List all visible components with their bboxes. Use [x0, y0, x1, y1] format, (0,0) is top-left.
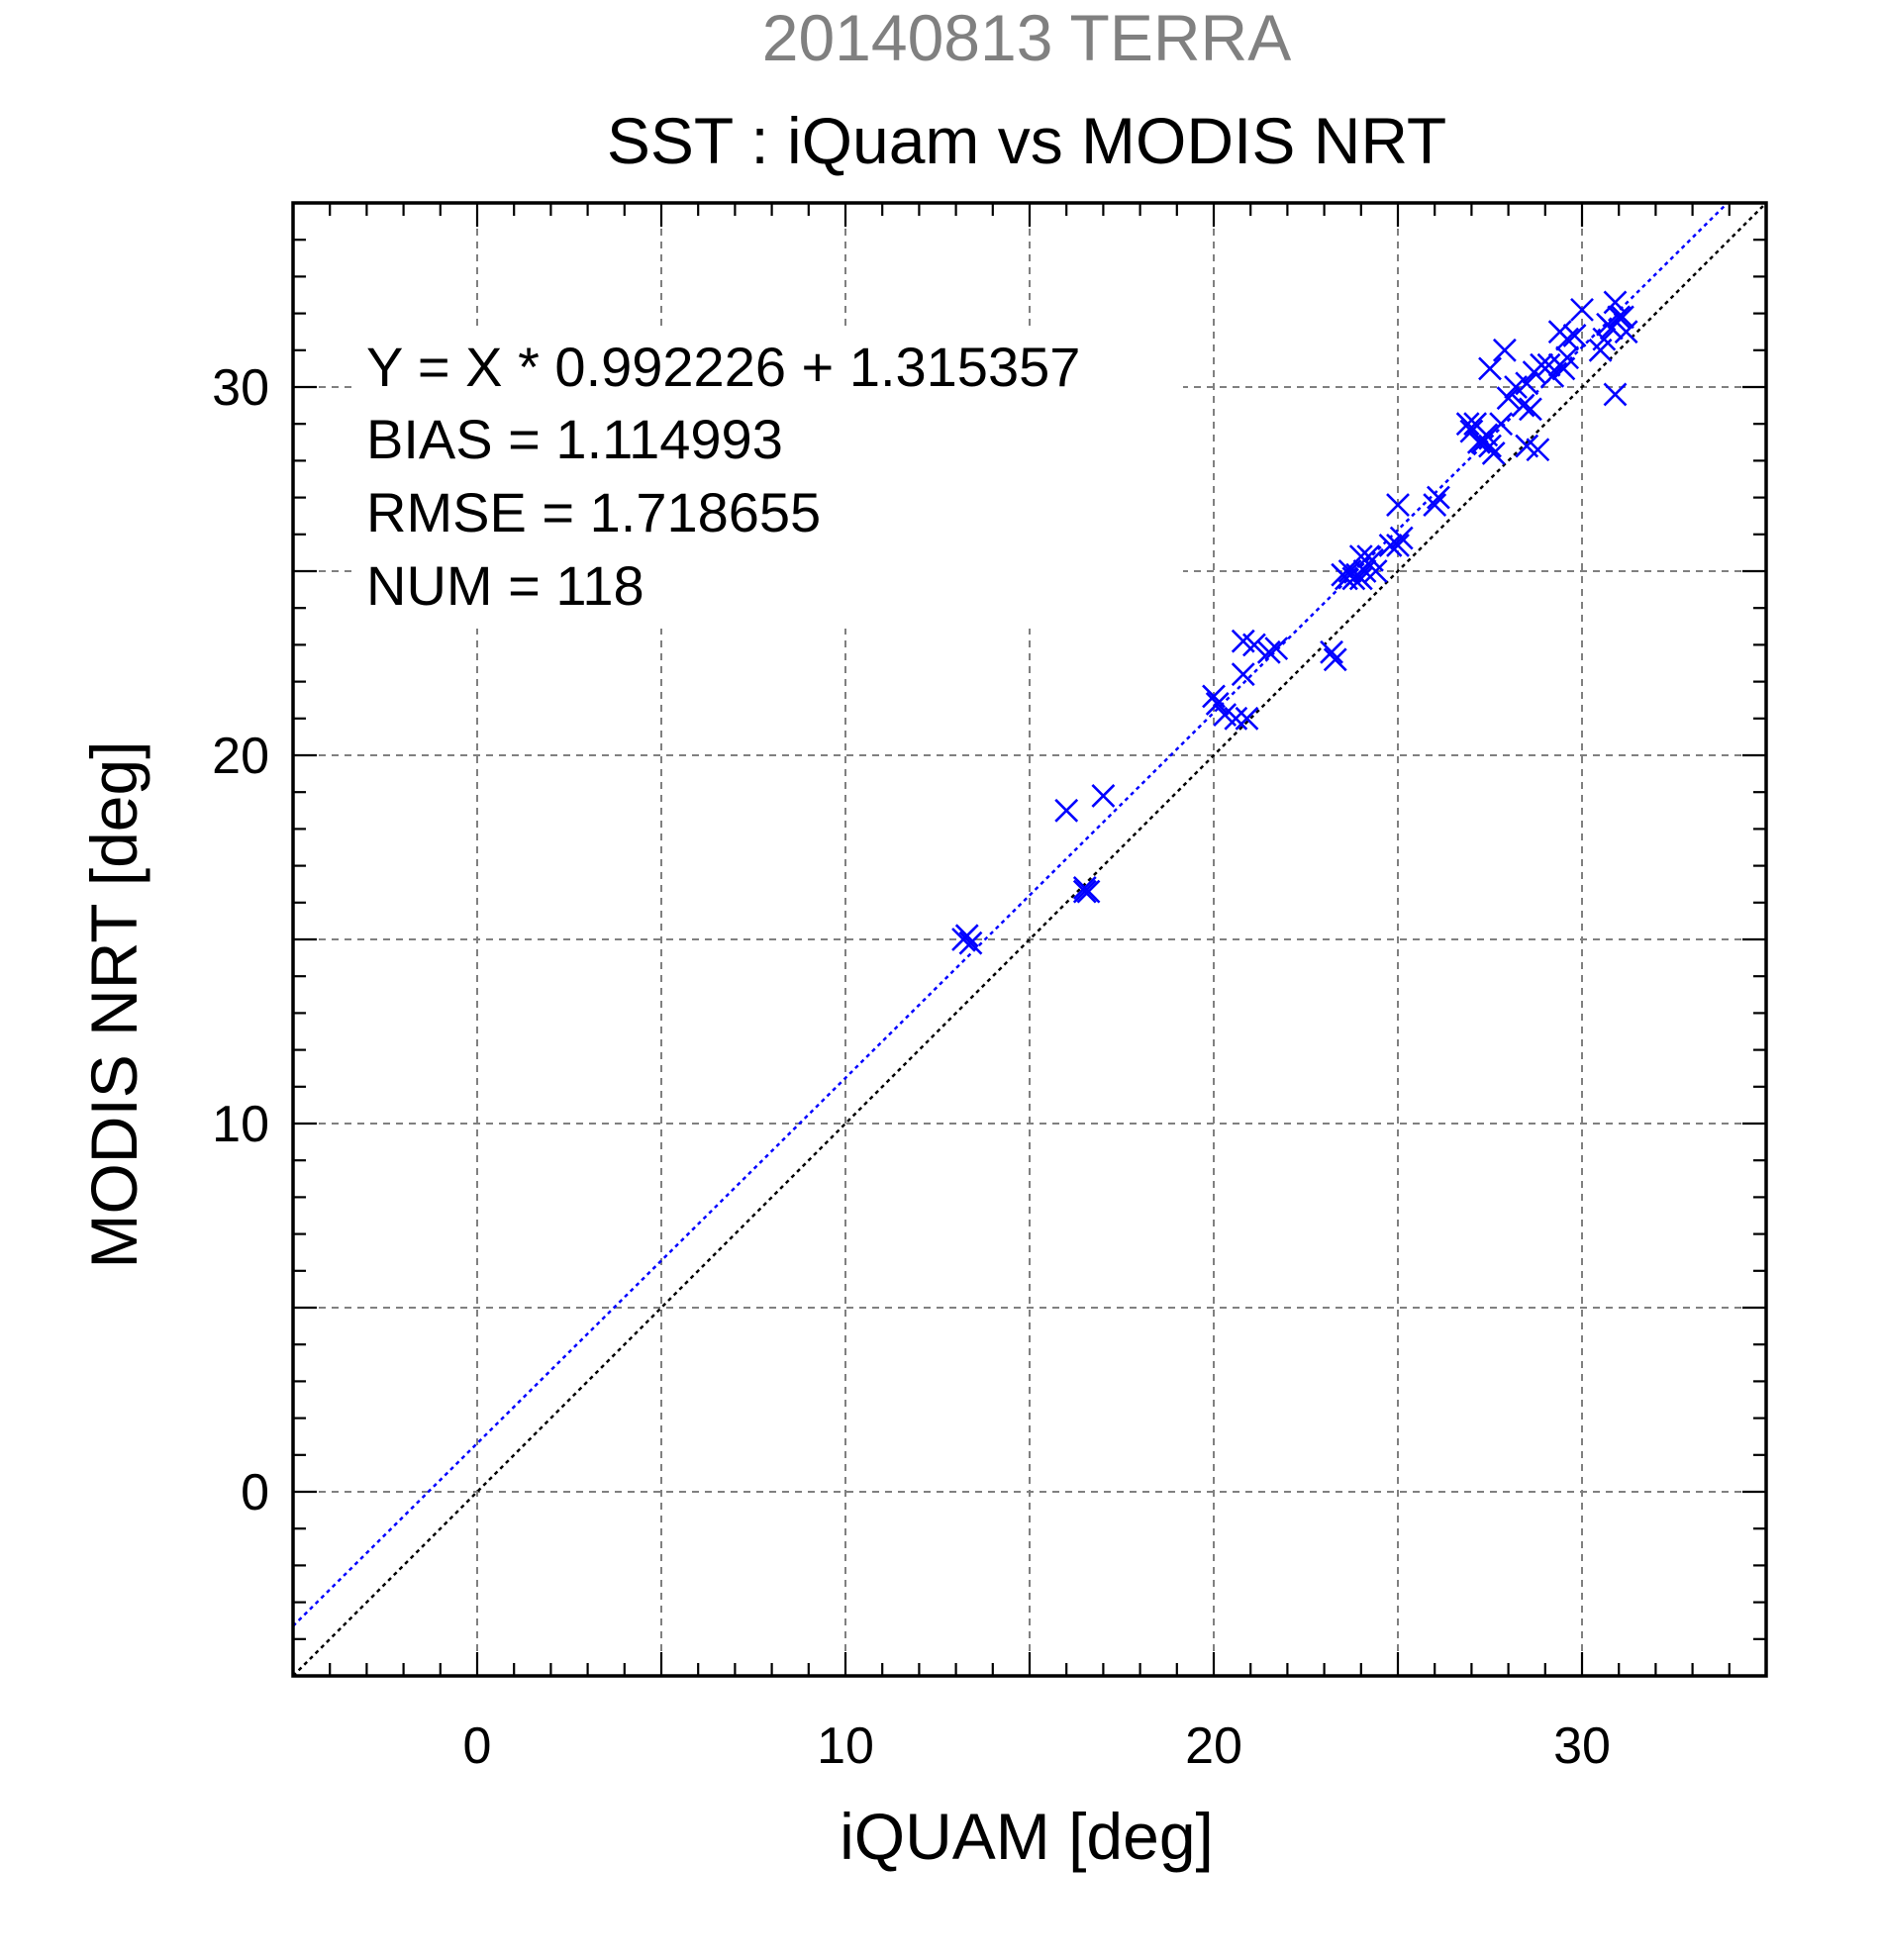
x-tick-label: 30	[1553, 1717, 1611, 1775]
data-point	[1519, 397, 1542, 422]
data-point	[1455, 412, 1480, 437]
data-point	[1592, 327, 1617, 351]
data-point	[1231, 662, 1255, 687]
data-point	[1496, 386, 1521, 411]
x-tick-label: 0	[463, 1717, 492, 1775]
data-point	[1256, 639, 1281, 664]
y-tick-label: 10	[212, 1096, 269, 1153]
chart-subtitle: SST : iQuam vs MODIS NRT	[607, 104, 1446, 177]
stats-background	[351, 327, 1183, 629]
data-point	[1389, 526, 1414, 550]
data-point	[1526, 438, 1550, 462]
data-point	[1320, 639, 1343, 664]
data-point	[1323, 647, 1347, 672]
data-point	[1481, 441, 1506, 465]
data-point	[1555, 345, 1580, 370]
data-point	[1205, 692, 1230, 716]
data-point	[1603, 382, 1628, 407]
y-tick-label: 0	[241, 1464, 269, 1521]
y-tick-label: 30	[212, 359, 269, 417]
data-point	[1091, 784, 1116, 808]
identity-line	[292, 202, 1767, 1677]
data-point	[1540, 363, 1565, 388]
data-point	[1603, 290, 1628, 315]
axis-ticks: 0 10 20 30 0 10 20 30	[212, 203, 1766, 1775]
y-tick-label: 20	[212, 728, 269, 785]
data-point	[1492, 338, 1517, 362]
data-point	[1511, 393, 1535, 418]
x-axis-label: iQUAM [deg]	[840, 1800, 1214, 1873]
stats-num: NUM = 118	[366, 554, 644, 617]
data-point	[1235, 706, 1259, 731]
data-point	[1224, 706, 1248, 731]
data-point	[1611, 305, 1634, 330]
stats-bias: BIAS = 1.114993	[366, 408, 783, 470]
stats-rmse: RMSE = 1.718655	[366, 481, 821, 543]
data-point	[1515, 371, 1539, 396]
data-point	[1562, 324, 1587, 347]
reference-lines	[292, 202, 1767, 1677]
data-points	[951, 290, 1638, 955]
data-point	[1378, 534, 1403, 557]
y-axis-label: MODIS NRT [deg]	[77, 740, 150, 1268]
data-point	[1242, 633, 1266, 657]
data-point	[1264, 637, 1289, 661]
data-point	[1570, 297, 1594, 322]
chart-title: 20140813 TERRA	[762, 1, 1291, 74]
data-point	[1607, 305, 1632, 330]
data-point	[1352, 559, 1377, 583]
data-point	[1202, 684, 1226, 709]
data-point	[1348, 566, 1373, 591]
data-point	[1386, 493, 1410, 517]
data-point	[1386, 534, 1410, 557]
data-point	[1054, 798, 1079, 823]
data-point	[958, 931, 983, 955]
data-point	[1072, 879, 1097, 904]
data-point	[1478, 356, 1502, 381]
data-point	[954, 924, 979, 948]
data-point	[1423, 493, 1447, 517]
data-point	[1489, 412, 1514, 437]
stats-equation: Y = X * 0.992226 + 1.315357	[366, 336, 1080, 398]
data-point	[1072, 876, 1097, 900]
x-tick-label: 20	[1185, 1717, 1242, 1775]
x-tick-label: 10	[817, 1717, 874, 1775]
data-point	[1614, 320, 1638, 344]
data-point	[1427, 485, 1450, 510]
stats-box: Y = X * 0.992226 + 1.315357 BIAS = 1.114…	[351, 327, 1183, 629]
data-point	[1474, 423, 1499, 447]
data-point	[1363, 559, 1388, 583]
data-point	[1555, 327, 1580, 351]
